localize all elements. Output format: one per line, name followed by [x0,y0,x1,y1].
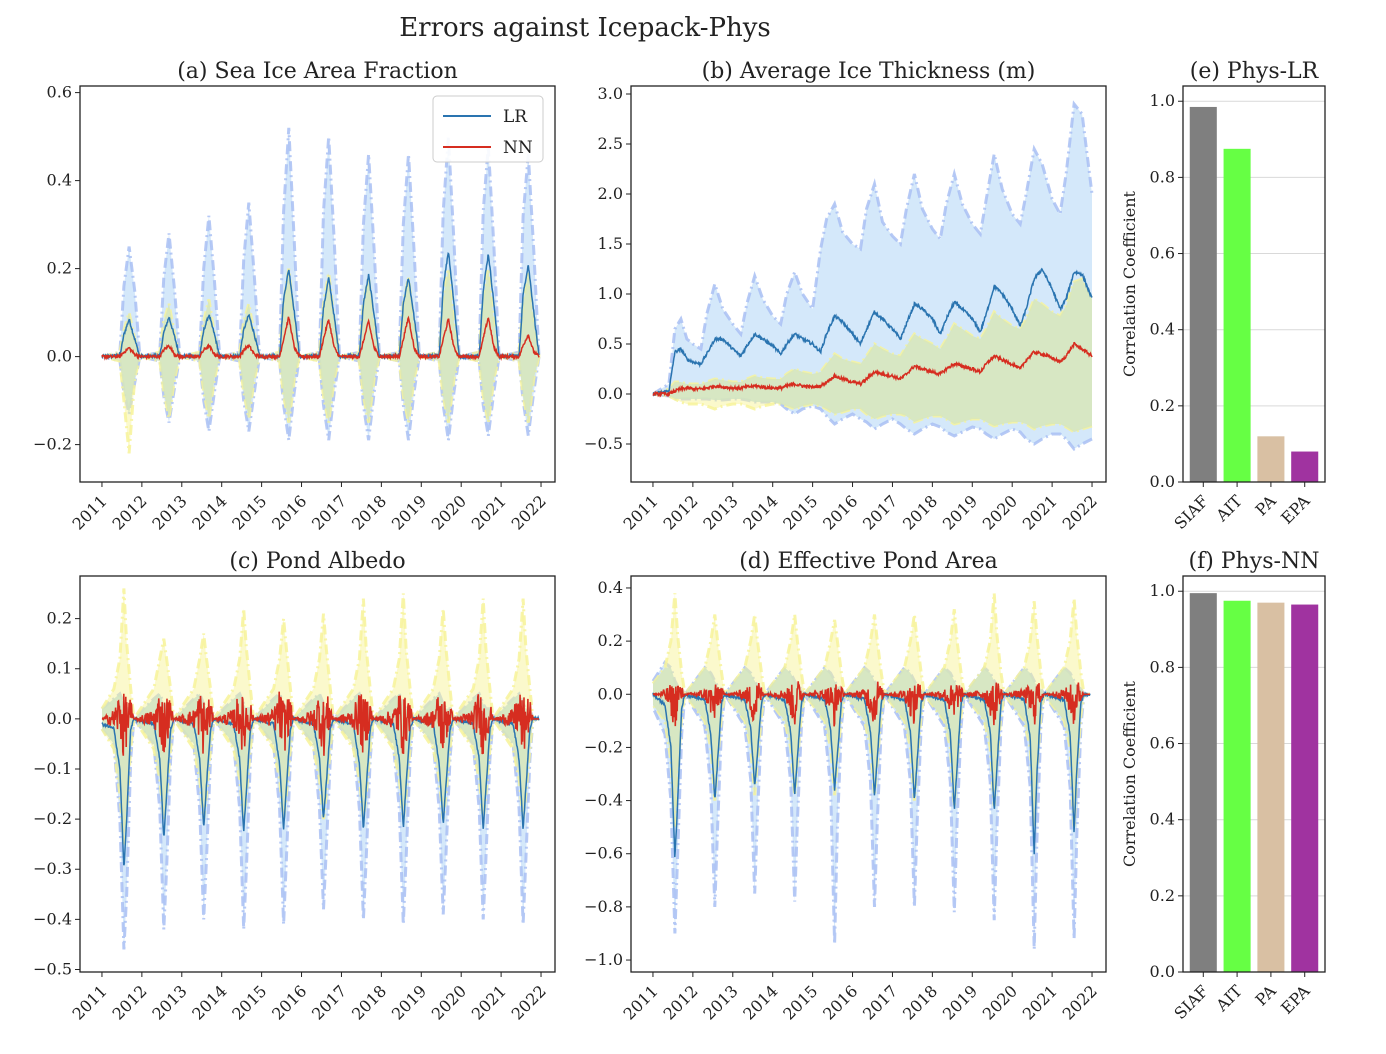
axes-frame [630,85,1107,483]
y-tick-label: 0.4 [47,171,72,190]
y-tick-label: −0.2 [33,435,72,454]
panel-d-effective-pond-area: −1.0−0.8−0.6−0.4−0.20.00.20.420112012201… [584,549,1107,1024]
band-overlap [653,279,1092,432]
y-tick-label: −0.5 [584,434,623,453]
axes-frame [79,85,556,483]
y-tick-label: 0.0 [598,384,623,403]
figure-suptitle: Errors against Icepack-Phys [399,13,771,43]
panel-title: (d) Effective Pond Area [739,549,998,574]
series-line-nn [652,341,1093,398]
y-tick-label: 0.8 [1150,657,1175,676]
axes-frame [1182,575,1326,973]
band-lower-edge-0 [100,714,539,950]
y-tick-label: 1.0 [1150,581,1175,600]
panel-title: (a) Sea Ice Area Fraction [177,59,458,84]
series-line-lr [652,267,1093,397]
bar-ait [1223,600,1251,972]
axes-frame [630,575,1107,973]
y-tick-label: 0.5 [598,334,623,353]
y-tick-label: −0.4 [33,909,72,928]
y-tick-label: 2.0 [598,184,623,203]
y-tick-label: 0.0 [47,347,72,366]
y-tick-label: 0.0 [47,709,72,728]
plot-area [100,588,540,950]
y-tick-label: 0.0 [1150,962,1175,981]
axes-frame [1182,85,1326,483]
legend-label-nn: NN [503,138,533,158]
legend-box [432,95,544,163]
legend: LR NN [432,95,544,163]
panel-title: (b) Average Ice Thickness (m) [702,59,1036,84]
y-tick-label: 3.0 [598,84,623,103]
y-tick-label: 0.6 [1150,244,1175,263]
legend-label-lr: LR [503,107,528,127]
bar-pa [1257,436,1285,482]
y-tick-label: 0.2 [598,631,623,650]
y-axis-label: Correlation Coefficient [1120,190,1139,377]
y-tick-label: 1.0 [598,284,623,303]
y-tick-label: 0.6 [47,83,72,102]
y-tick-label: 0.2 [1150,396,1175,415]
y-tick-label: 0.4 [598,578,623,597]
series-line-lr [652,690,1091,858]
y-tick-label: −0.2 [584,737,623,756]
y-tick-label: 0.2 [47,609,72,628]
bar-siaf [1189,106,1217,482]
bar-epa [1291,604,1319,972]
panel-title: (e) Phys-LR [1190,59,1320,84]
y-tick-label: 0.6 [1150,734,1175,753]
y-tick-label: 0.8 [1150,167,1175,186]
y-tick-label: 0.0 [598,684,623,703]
band-fill-0 [102,693,539,950]
y-tick-label: −0.1 [33,759,72,778]
y-tick-label: 0.4 [1150,810,1175,829]
panel-f-phys-nn-bars: SIAF AIT PAEPA0.00.20.40.60.81.0Correlatio… [1120,549,1326,1023]
y-tick-label: −1.0 [584,950,623,969]
series-line-nn [652,681,1090,727]
panel-a-sea-ice-area-fraction: −0.20.00.20.40.6201120122013201420152016… [33,59,556,534]
panel-title: (c) Pond Albedo [229,549,405,574]
panel-title: (f) Phys-NN [1189,549,1320,574]
y-tick-label: 0.1 [47,659,72,678]
band-upper-edge-0 [652,100,1094,396]
bar-epa [1291,451,1319,482]
y-tick-label: −0.4 [584,791,623,810]
y-tick-label: −0.6 [584,844,623,863]
y-tick-label: 0.2 [47,259,72,278]
axes-frame [79,575,556,973]
y-tick-label: 0.0 [1150,472,1175,491]
y-tick-label: 0.2 [1150,886,1175,905]
bar-pa [1257,602,1285,972]
y-tick-label: −0.5 [33,959,72,978]
plot-area [651,593,1091,950]
plot-area [652,100,1094,451]
band-upper-edge-1 [100,588,539,724]
series-line-nn [101,315,540,362]
y-tick-label: 0.4 [1150,320,1175,339]
series-line-nn [101,691,539,756]
y-tick-label: 1.0 [1150,91,1175,110]
y-tick-label: −0.2 [33,809,72,828]
bar-siaf [1189,593,1217,972]
y-tick-label: −0.8 [584,897,623,916]
band-upper-edge-1 [651,593,1090,699]
bar-ait [1223,148,1251,483]
y-tick-label: 1.5 [598,234,623,253]
y-axis-label: Correlation Coefficient [1120,680,1139,867]
plot-area [101,127,541,454]
y-tick-label: 2.5 [598,134,623,153]
y-tick-label: −0.3 [33,859,72,878]
